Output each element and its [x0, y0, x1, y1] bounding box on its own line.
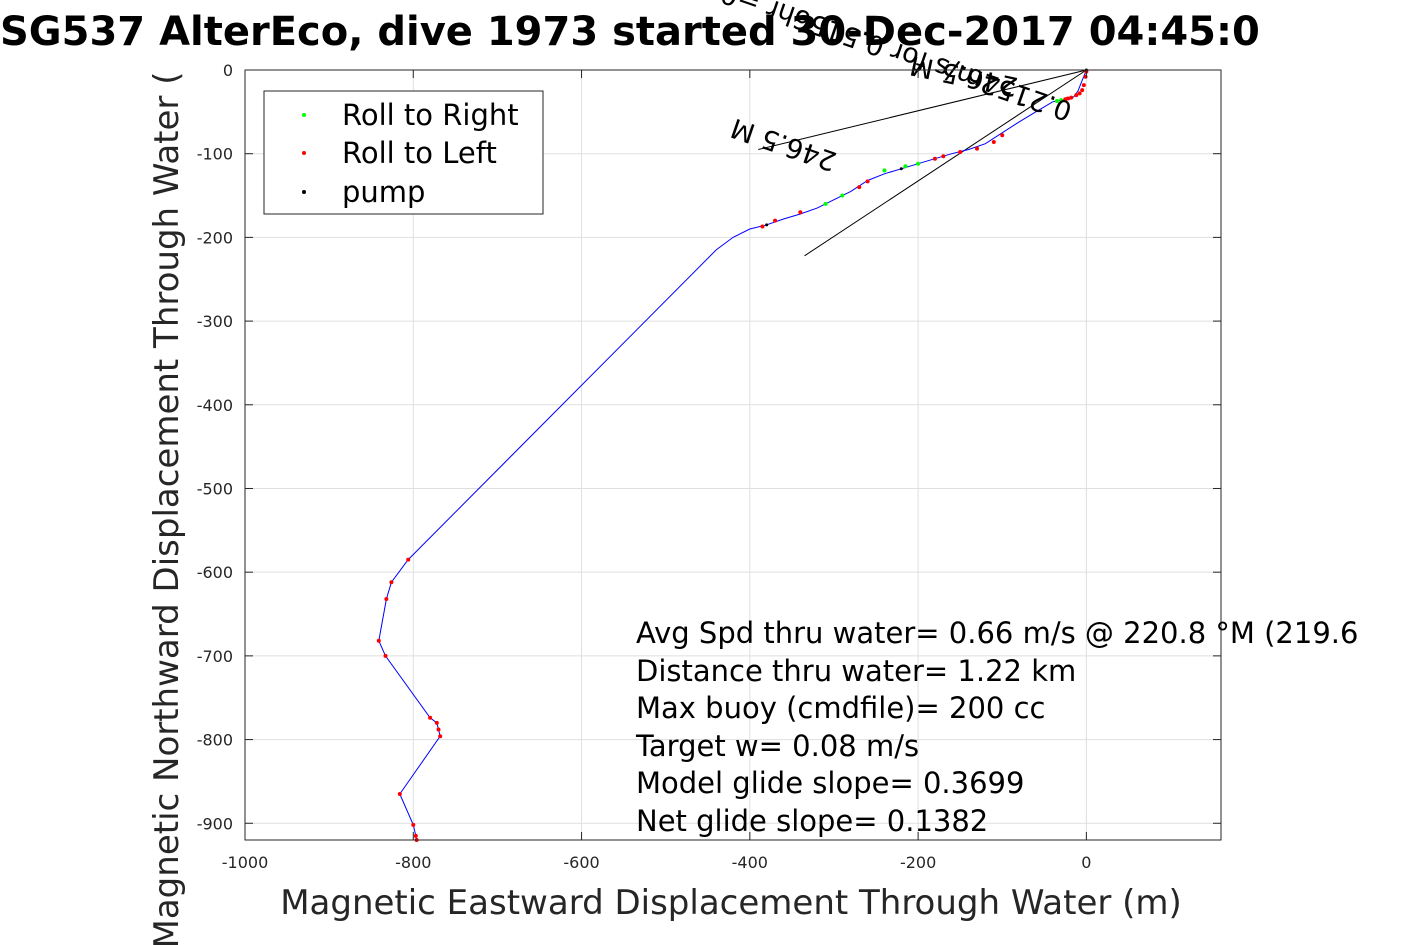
legend-marker-roll-left — [302, 151, 306, 155]
roll-left-point — [411, 822, 416, 827]
y-tick-label: -900 — [197, 814, 233, 833]
x-tick-label: 0 — [1081, 853, 1091, 872]
roll-left-point — [397, 791, 402, 796]
roll-left-point — [1063, 97, 1068, 102]
stat-avg-speed: Avg Spd thru water= 0.66 m/s @ 220.8 °M … — [636, 616, 1358, 650]
legend-label-pump: pump — [342, 175, 425, 209]
stat-max-buoy: Max buoy (cmdfile)= 200 cc — [636, 691, 1045, 725]
y-tick-label: -600 — [197, 563, 233, 582]
roll-left-point — [1081, 83, 1086, 88]
stat-distance: Distance thru water= 1.22 km — [636, 654, 1076, 688]
stat-target-w: Target w= 0.08 m/s — [635, 729, 919, 763]
heading-annotation: 246.5 M — [907, 49, 1020, 102]
legend-box — [263, 90, 544, 215]
y-tick-label: 0 — [223, 61, 233, 80]
roll-right-point — [903, 164, 908, 169]
roll-right-point — [840, 193, 845, 198]
roll-left-point — [438, 734, 443, 739]
pump-point — [765, 223, 769, 227]
heading-line — [758, 69, 1087, 150]
x-axis-label: Magnetic Eastward Displacement Through W… — [280, 883, 1182, 923]
roll-left-point — [975, 146, 979, 151]
y-tick-label: -400 — [197, 396, 233, 415]
roll-left-point — [798, 210, 803, 215]
roll-left-point — [991, 139, 996, 144]
roll-left-point — [434, 720, 439, 725]
y-tick-label: -300 — [197, 312, 233, 331]
y-axis-label: Magnetic Northward Displacement Through … — [147, 72, 187, 945]
y-tick-label: -100 — [197, 145, 233, 164]
roll-left-point — [1074, 93, 1079, 98]
axes-box — [244, 69, 1222, 841]
roll-left-point — [389, 580, 394, 585]
heading-lines — [758, 69, 1087, 257]
roll-right-point — [1059, 98, 1064, 103]
roll-left-point — [932, 156, 937, 161]
stat-net-glide: Net glide slope= 0.1382 — [636, 804, 988, 838]
roll-left-point — [383, 653, 388, 658]
x-tick-label: -200 — [900, 853, 936, 872]
marker-layer — [376, 68, 1089, 842]
roll-left-point — [941, 154, 946, 159]
chart-title: SG537 AlterEco, dive 1973 started 30-Dec… — [0, 9, 1260, 55]
roll-left-point — [865, 179, 870, 184]
heading-line — [804, 69, 1087, 257]
tick-layer: -1000 -800 -600 -400 -200 0 0 -100 -200 -300 -400 -… — [197, 61, 1221, 872]
roll-left-point — [760, 224, 765, 229]
roll-left-point — [406, 557, 411, 562]
roll-right-point — [882, 168, 887, 173]
roll-left-point — [384, 596, 389, 601]
legend-marker-pump — [302, 190, 306, 194]
roll-left-point — [773, 218, 778, 223]
roll-left-point — [1069, 95, 1074, 100]
x-tick-label: -600 — [563, 853, 599, 872]
roll-left-point — [958, 150, 963, 155]
legend-marker-roll-right — [302, 113, 306, 117]
x-tick-label: -1000 — [222, 853, 269, 872]
heading-annotation: 246.5 M — [727, 112, 840, 177]
roll-left-point — [428, 715, 433, 720]
roll-left-point — [436, 727, 441, 732]
x-tick-label: -800 — [395, 853, 431, 872]
legend: Roll to Right Roll to Left pump — [263, 90, 544, 215]
roll-left-point — [376, 638, 381, 643]
roll-left-point — [1000, 133, 1005, 138]
stats-block: Avg Spd thru water= 0.66 m/s @ 220.8 °M … — [635, 616, 1358, 838]
stat-model-glide: Model glide slope= 0.3699 — [636, 766, 1024, 800]
legend-label-roll-left: Roll to Left — [342, 136, 497, 170]
roll-left-point — [1077, 91, 1082, 96]
roll-left-point — [413, 833, 418, 838]
roll-right-point — [916, 161, 921, 166]
x-tick-label: -400 — [732, 853, 768, 872]
y-tick-label: -800 — [197, 731, 233, 750]
y-tick-label: -700 — [197, 647, 233, 666]
pump-point — [899, 167, 903, 171]
y-tick-label: -200 — [197, 228, 233, 247]
roll-left-point — [1080, 88, 1085, 93]
grid-lines — [244, 69, 1221, 840]
roll-left-point — [857, 185, 862, 190]
roll-right-point — [823, 201, 828, 206]
legend-label-roll-right: Roll to Right — [342, 98, 519, 132]
y-tick-label: -500 — [197, 479, 233, 498]
roll-left-point — [1083, 74, 1088, 79]
roll-right-point — [1054, 98, 1059, 103]
